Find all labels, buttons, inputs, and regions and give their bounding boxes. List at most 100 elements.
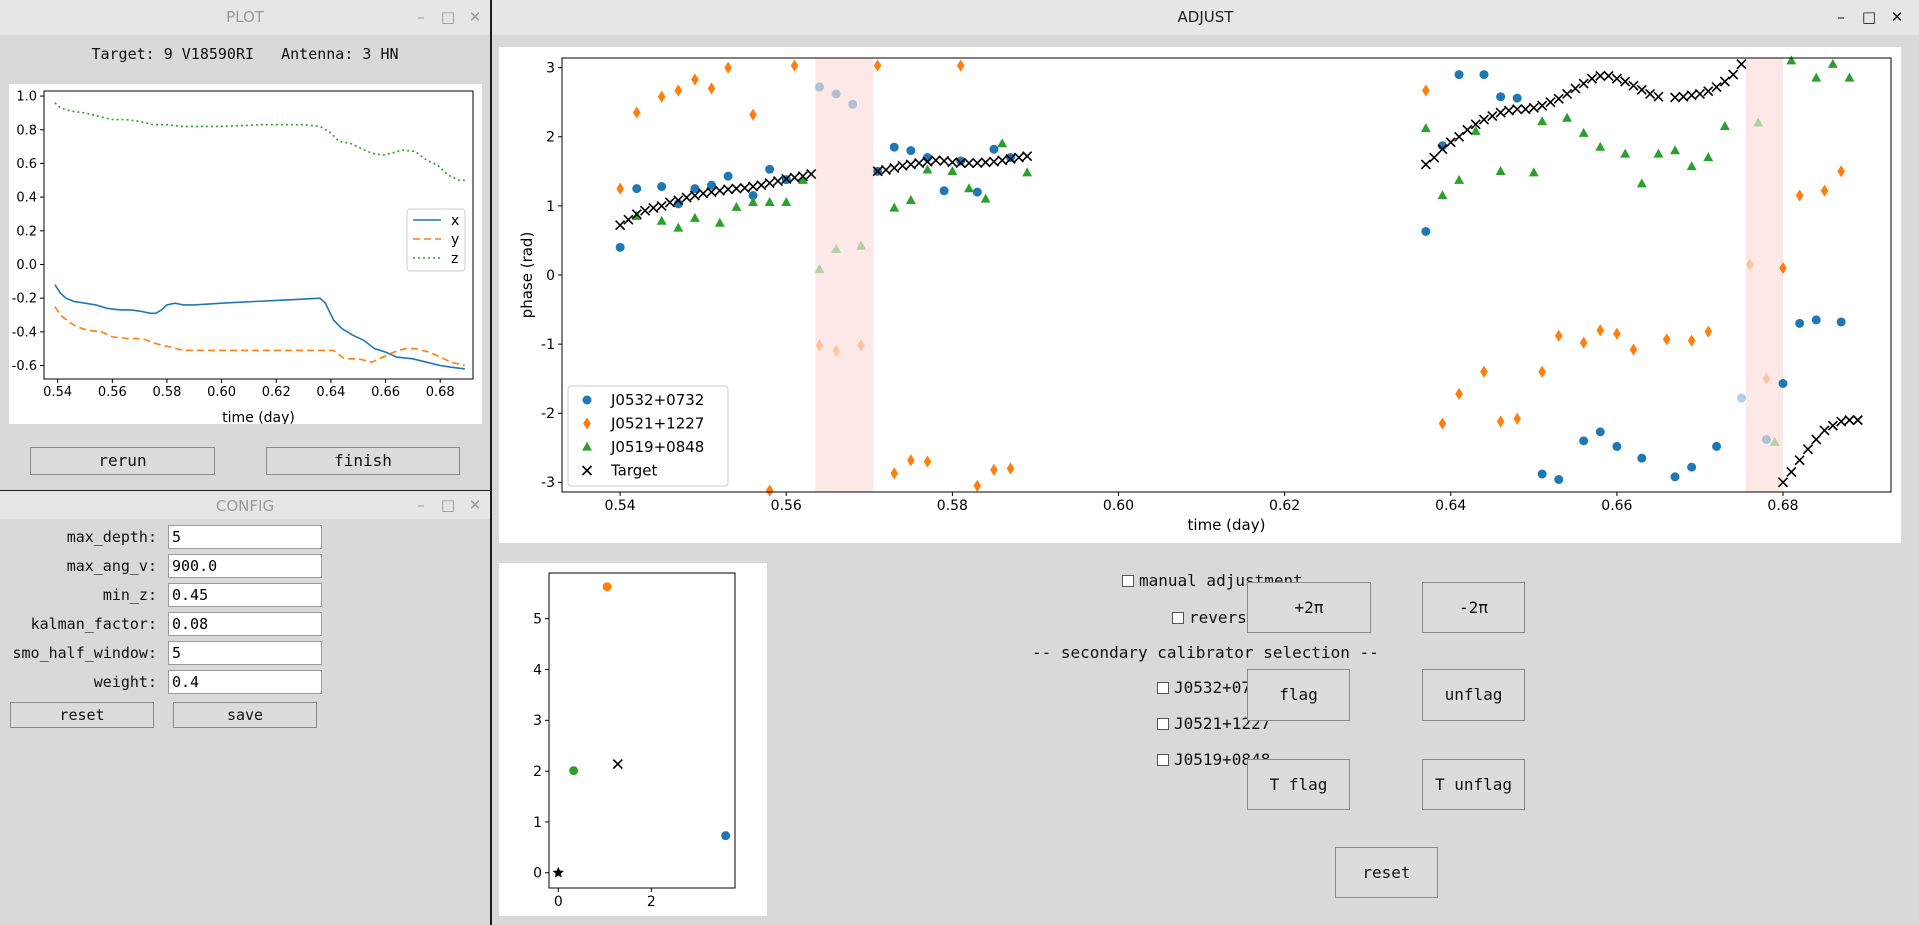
data-point-j0519+0848 bbox=[1653, 148, 1664, 158]
data-point-target bbox=[656, 200, 667, 211]
data-point-target bbox=[922, 156, 933, 167]
data-point-target bbox=[747, 181, 759, 192]
max-ang-v-input[interactable] bbox=[168, 554, 322, 578]
plot-titlebar[interactable]: PLOT – □ ✕ bbox=[0, 0, 490, 35]
data-point-target bbox=[1786, 466, 1797, 478]
plus-2pi-button[interactable]: +2π bbox=[1247, 582, 1371, 633]
data-point-target bbox=[664, 197, 676, 208]
data-point-target bbox=[930, 155, 941, 166]
data-point-j0532+0732 bbox=[1554, 475, 1564, 485]
data-point-j0532+0732 bbox=[1579, 436, 1589, 446]
data-point-j0519+0848 bbox=[1595, 141, 1606, 151]
data-point-j0532+0732 bbox=[1670, 472, 1680, 482]
minimize-icon[interactable]: – bbox=[417, 8, 425, 26]
data-point-target bbox=[1470, 119, 1481, 130]
maximize-icon[interactable]: □ bbox=[440, 496, 456, 514]
data-point-j0519+0848 bbox=[714, 217, 725, 227]
data-point-target bbox=[1553, 93, 1564, 104]
checkbox-box bbox=[1157, 754, 1169, 766]
data-point-target bbox=[1844, 415, 1855, 426]
x-tick-label: 0.54 bbox=[605, 498, 636, 514]
data-point-target bbox=[1728, 69, 1739, 80]
data-point-j0521+1227 bbox=[1006, 462, 1015, 475]
calibrator-checkbox-j0519[interactable]: J0519+0848 bbox=[1157, 750, 1270, 769]
data-point-j0532+0732 bbox=[956, 156, 966, 166]
min-z-input[interactable] bbox=[168, 583, 322, 607]
data-point-j0532+0732 bbox=[748, 191, 758, 201]
data-point-j0532+0732 bbox=[657, 182, 667, 192]
t-unflag-button[interactable]: T unflag bbox=[1422, 759, 1525, 810]
close-icon[interactable]: ✕ bbox=[468, 496, 482, 514]
data-point-target bbox=[1711, 81, 1722, 93]
adjust-reset-button[interactable]: reset bbox=[1335, 847, 1438, 898]
phase-scatter-chart: 0.54 0.56 0.58 0.60 0.62 0.64 0.66 0.68 3 2 1 0 -1 -2… bbox=[499, 47, 1901, 543]
minimize-icon[interactable]: – bbox=[417, 496, 425, 514]
data-point-j0519+0848 bbox=[781, 197, 792, 207]
flag-button[interactable]: flag bbox=[1247, 669, 1350, 721]
data-point-j0532+0732 bbox=[1512, 93, 1522, 103]
data-point-target bbox=[963, 157, 975, 169]
legend-marker-j0519+0848 bbox=[582, 441, 592, 451]
data-point-target bbox=[1586, 73, 1598, 84]
mini-point bbox=[721, 831, 731, 841]
reverse-checkbox[interactable]: reverse bbox=[1172, 608, 1256, 627]
data-point-j0521+1227 bbox=[724, 61, 732, 74]
close-icon[interactable]: ✕ bbox=[1890, 8, 1904, 26]
data-point-j0519+0848 bbox=[889, 202, 900, 212]
maximize-icon[interactable]: □ bbox=[440, 8, 456, 26]
data-point-j0521+1227 bbox=[1538, 365, 1546, 378]
calibrator-checkbox-j0521[interactable]: J0521+1227 bbox=[1157, 714, 1270, 733]
flagged-point-j0519+0848 bbox=[831, 244, 842, 254]
plot-header: Target: 9 V18590RI Antenna: 3 HN bbox=[91, 45, 399, 63]
minus-2pi-button[interactable]: -2π bbox=[1422, 582, 1525, 633]
data-point-target bbox=[1503, 105, 1514, 116]
data-point-j0519+0848 bbox=[748, 197, 758, 207]
t-flag-button[interactable]: T flag bbox=[1247, 759, 1350, 810]
mini-point bbox=[612, 758, 623, 770]
data-point-target bbox=[1694, 88, 1706, 100]
chart-background bbox=[499, 563, 767, 916]
data-point-j0521+1227 bbox=[923, 455, 932, 468]
unflag-button[interactable]: unflag bbox=[1422, 669, 1525, 721]
flagged-point-j0521+1227 bbox=[857, 339, 865, 352]
data-point-target bbox=[1620, 76, 1631, 87]
flagged-point-j0519+0848 bbox=[1769, 436, 1780, 446]
data-point-target bbox=[615, 220, 626, 231]
data-point-target bbox=[1528, 102, 1539, 113]
y-tick-label: 0.6 bbox=[16, 157, 37, 172]
data-point-j0519+0848 bbox=[1670, 145, 1680, 155]
data-point-target bbox=[1653, 91, 1664, 102]
close-icon[interactable]: ✕ bbox=[468, 8, 482, 26]
data-point-j0532+0732 bbox=[1687, 462, 1697, 472]
data-point-j0519+0848 bbox=[1636, 178, 1647, 188]
smo-half-window-input[interactable] bbox=[168, 641, 322, 665]
data-point-j0521+1227 bbox=[1596, 324, 1605, 337]
y-tick-label: 3 bbox=[533, 713, 542, 729]
legend-label-j0521+1227: J0521+1227 bbox=[610, 415, 704, 433]
maximize-icon[interactable]: □ bbox=[1861, 8, 1877, 26]
config-reset-button[interactable]: reset bbox=[10, 702, 154, 728]
config-save-button[interactable]: save bbox=[173, 702, 317, 728]
finish-button[interactable]: finish bbox=[266, 447, 460, 475]
adjust-titlebar[interactable]: ADJUST – □ ✕ bbox=[492, 0, 1919, 35]
calibrator-checkbox-j0532[interactable]: J0532+0732 bbox=[1157, 678, 1270, 697]
max-depth-input[interactable] bbox=[168, 525, 322, 549]
y-tick-label: 5 bbox=[533, 612, 542, 628]
data-point-target bbox=[1794, 455, 1805, 466]
legend-marker-target bbox=[581, 465, 593, 476]
data-point-j0519+0848 bbox=[964, 183, 974, 193]
y-tick-label: -2 bbox=[541, 406, 555, 422]
data-point-j0519+0848 bbox=[1578, 127, 1589, 137]
config-titlebar[interactable]: CONFIG – □ ✕ bbox=[0, 491, 490, 519]
data-point-target bbox=[1852, 415, 1863, 426]
data-point-target bbox=[1678, 91, 1689, 102]
rerun-button[interactable]: rerun bbox=[30, 447, 215, 475]
minimize-icon[interactable]: – bbox=[1837, 8, 1845, 26]
weight-input[interactable] bbox=[168, 670, 322, 694]
data-point-target bbox=[673, 195, 684, 206]
kalman-factor-input[interactable] bbox=[168, 612, 322, 636]
data-point-j0519+0848 bbox=[1537, 116, 1548, 126]
x-tick-label: 0.66 bbox=[371, 385, 400, 400]
reverse-label: reverse bbox=[1189, 608, 1257, 627]
flagged-point-j0521+1227 bbox=[1762, 372, 1771, 385]
